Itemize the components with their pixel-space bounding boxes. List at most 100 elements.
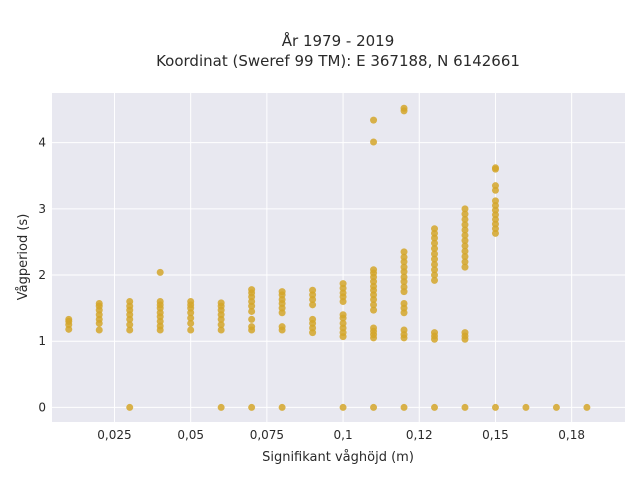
data-point	[461, 329, 469, 337]
data-point	[461, 221, 469, 229]
chart-title-line-2: Koordinat (Sweref 99 TM): E 367188, N 61…	[156, 52, 520, 70]
data-point	[248, 286, 256, 294]
data-point	[339, 280, 347, 288]
x-tick-label: 0,12	[406, 428, 433, 442]
data-point	[431, 276, 439, 284]
data-point	[400, 253, 408, 261]
data-point	[248, 315, 256, 323]
x-tick-label: 0,18	[558, 428, 585, 442]
y-tick-label: 4	[38, 136, 46, 150]
data-point	[278, 323, 286, 331]
data-point	[461, 231, 469, 239]
data-point	[217, 299, 225, 307]
data-point	[461, 403, 469, 411]
data-point	[431, 250, 439, 258]
data-point	[522, 403, 530, 411]
y-axis-title: Vågperiod (s)	[16, 214, 31, 301]
data-point	[278, 288, 286, 296]
data-point	[491, 403, 499, 411]
data-point	[278, 403, 286, 411]
data-point	[370, 324, 378, 332]
data-point	[461, 253, 469, 261]
data-point	[187, 314, 195, 322]
y-tick-label: 2	[38, 268, 46, 282]
data-point	[370, 403, 378, 411]
data-point	[461, 263, 469, 271]
y-tick-label: 1	[38, 334, 46, 348]
x-tick-label: 0,15	[482, 428, 509, 442]
data-points	[65, 104, 591, 411]
y-tick-label: 3	[38, 202, 46, 216]
x-tick-label: 0,075	[250, 428, 284, 442]
data-point	[431, 271, 439, 279]
data-point	[583, 403, 591, 411]
data-point	[187, 326, 195, 334]
data-point	[156, 268, 164, 276]
data-point	[400, 263, 408, 271]
data-point	[95, 326, 103, 334]
data-point	[309, 301, 317, 309]
data-point	[217, 321, 225, 329]
data-point	[370, 301, 378, 309]
data-point	[126, 321, 134, 329]
data-point	[126, 403, 134, 411]
data-point	[187, 319, 195, 327]
chart-title-line-1: År 1979 - 2019	[282, 31, 395, 50]
data-point	[461, 205, 469, 213]
data-point	[187, 298, 195, 306]
x-tick-label: 0,025	[97, 428, 131, 442]
x-tick-label: 0,05	[177, 428, 204, 442]
data-point	[431, 239, 439, 247]
data-point	[431, 245, 439, 253]
data-point	[461, 210, 469, 218]
data-point	[491, 182, 499, 190]
data-point	[217, 403, 225, 411]
data-point	[248, 323, 256, 331]
data-point	[370, 116, 378, 124]
data-point	[400, 300, 408, 308]
data-point	[339, 311, 347, 319]
data-point	[339, 319, 347, 327]
data-point	[552, 403, 560, 411]
data-point	[248, 307, 256, 315]
data-point	[126, 326, 134, 334]
data-point	[370, 266, 378, 274]
plot-area	[52, 93, 625, 422]
data-point	[400, 283, 408, 291]
data-point	[65, 315, 73, 323]
data-point	[431, 225, 439, 233]
data-point	[431, 266, 439, 274]
data-point	[400, 273, 408, 281]
tick-labels: 0,025 0,05 0,075 0,1 0,12 0,15 0,18 0 1 2 3 4	[38, 136, 585, 442]
data-point	[431, 260, 439, 268]
data-point	[400, 104, 408, 112]
data-point	[400, 403, 408, 411]
data-point	[370, 306, 378, 314]
x-axis-title: Signifikant våghöjd (m)	[262, 450, 414, 465]
data-point	[156, 298, 164, 306]
data-point	[309, 315, 317, 323]
x-tick-label: 0,1	[334, 428, 353, 442]
data-point	[95, 300, 103, 308]
data-point	[431, 403, 439, 411]
data-point	[461, 247, 469, 255]
grid-lines	[52, 93, 625, 422]
data-point	[126, 298, 134, 306]
data-point	[461, 226, 469, 234]
data-point	[248, 403, 256, 411]
data-point	[461, 258, 469, 266]
data-point	[461, 237, 469, 245]
data-point	[431, 255, 439, 263]
data-point	[491, 197, 499, 205]
data-point	[461, 215, 469, 223]
data-point	[339, 403, 347, 411]
data-point	[461, 242, 469, 250]
data-point	[400, 248, 408, 256]
data-point	[491, 164, 499, 172]
y-tick-label: 0	[38, 400, 46, 414]
data-point	[217, 326, 225, 334]
data-point	[431, 329, 439, 337]
data-point	[400, 326, 408, 334]
